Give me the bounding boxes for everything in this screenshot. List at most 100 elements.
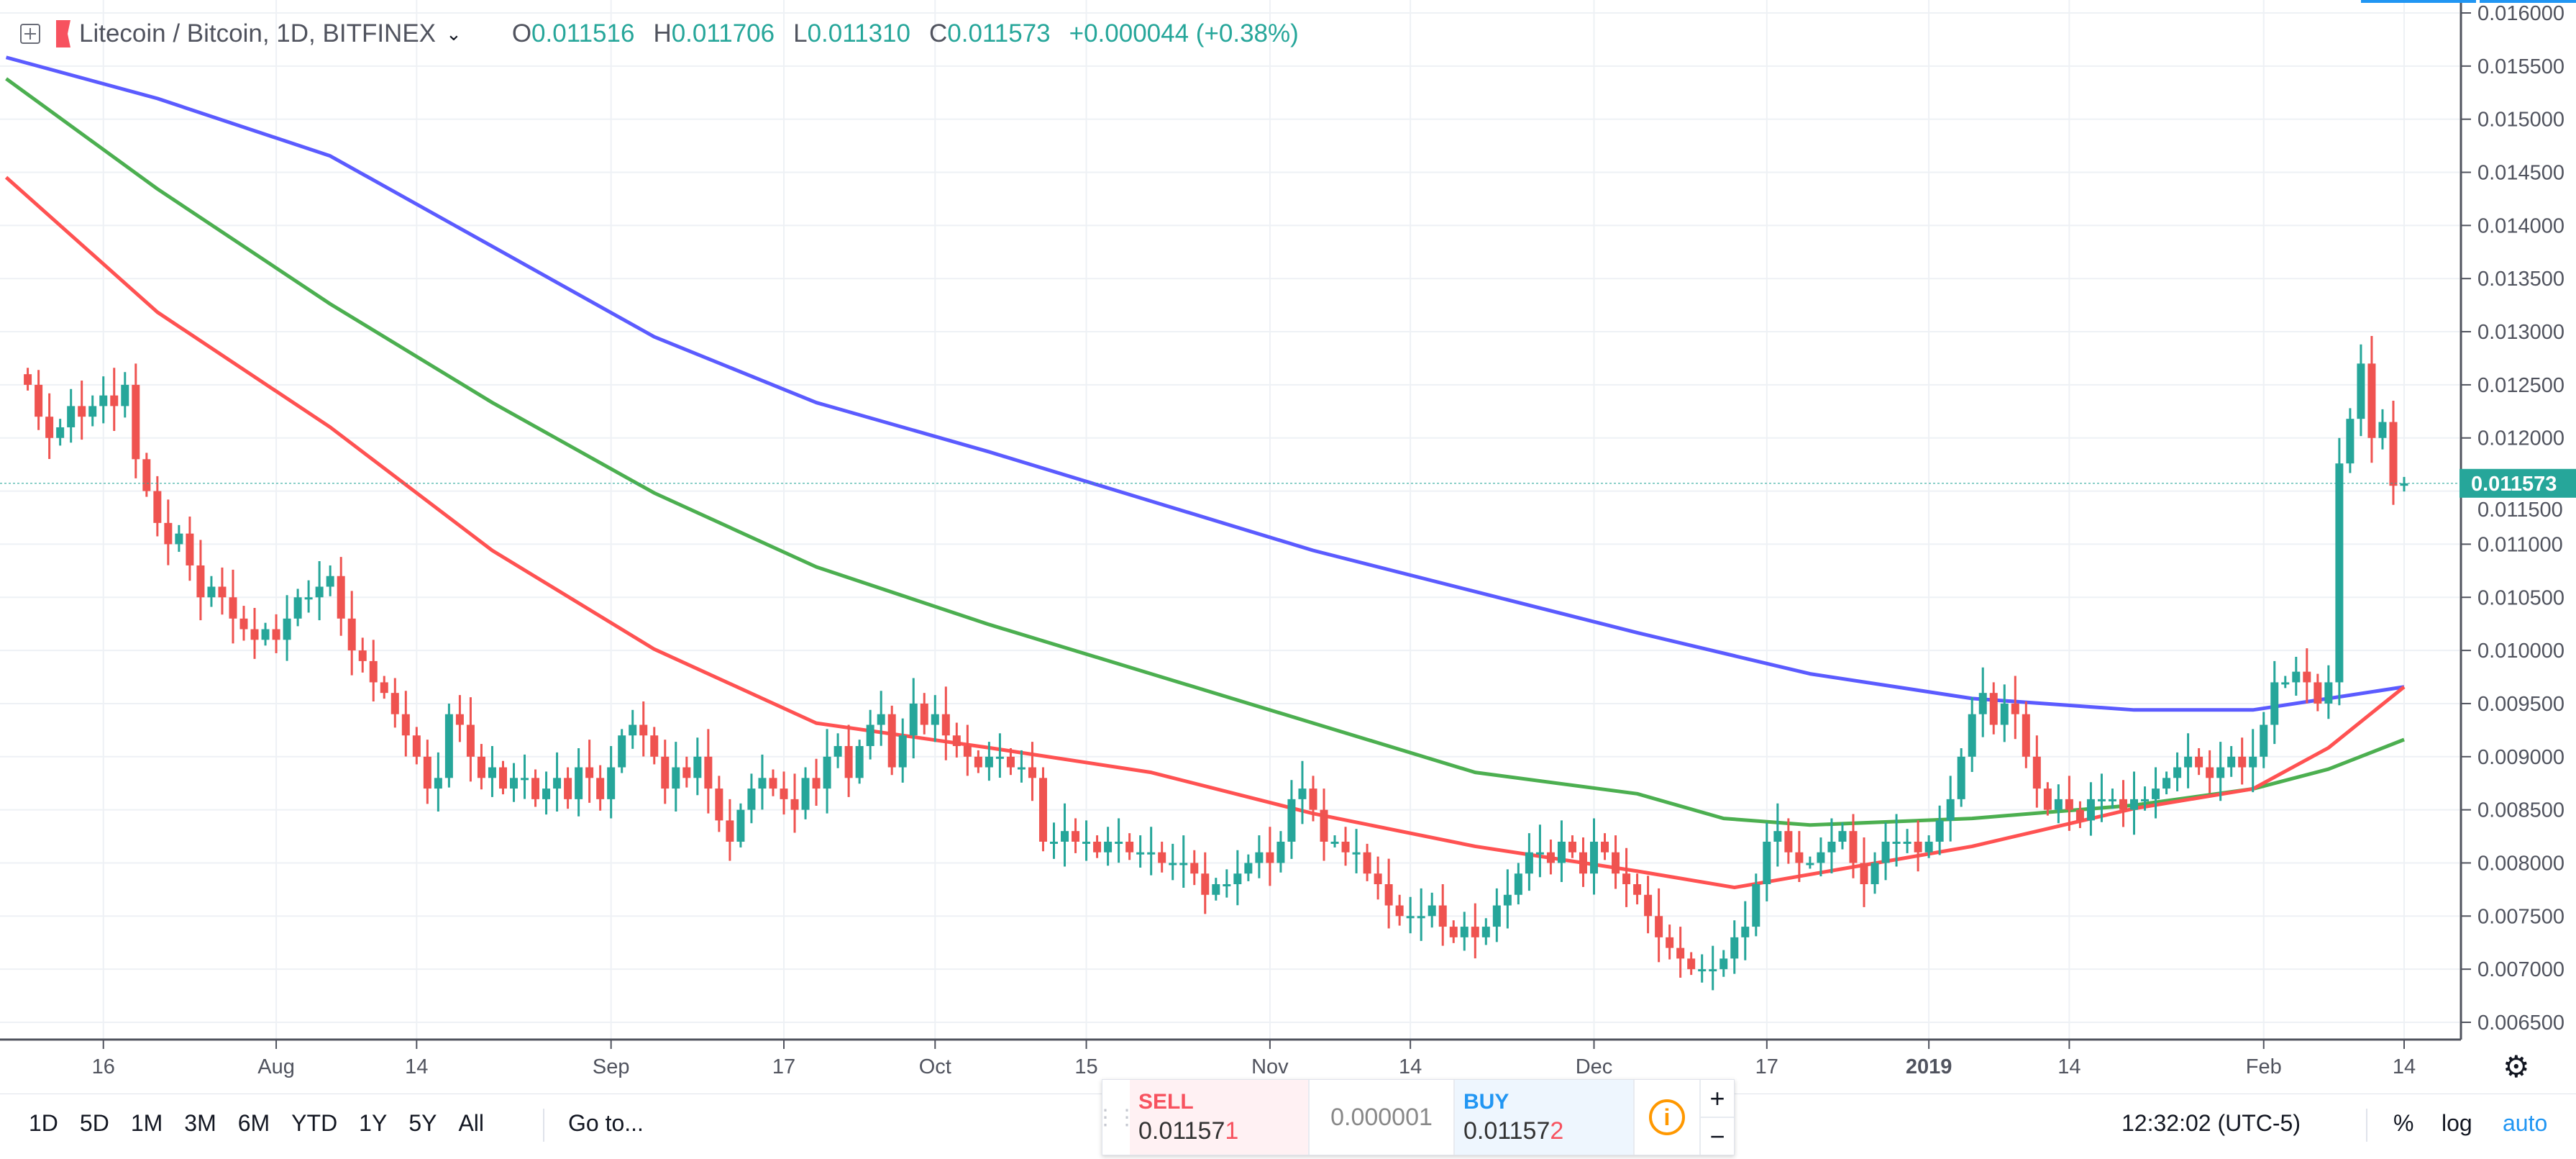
range-all[interactable]: All [458,1110,485,1136]
candle-body [672,767,680,789]
candle-body [661,756,670,789]
range-1y[interactable]: 1Y [359,1110,388,1136]
candle-body [2270,682,2279,725]
range-5d[interactable]: 5D [79,1110,109,1136]
open-label: O [511,19,532,47]
x-tick-label: Aug [257,1055,295,1078]
price-axis-bg[interactable] [2459,0,2576,1040]
clock[interactable]: 12:32:02 (UTC-5) [2121,1110,2301,1136]
info-button[interactable]: i [1635,1080,1701,1155]
candle-body [121,384,129,406]
sell-label: SELL [1138,1090,1194,1114]
candle-body [1212,884,1220,895]
candle-body [1795,852,1804,863]
x-tick-label: Dec [1576,1055,1613,1078]
candle-body [909,703,918,736]
candle-body [1233,873,1242,885]
last-price-label: 0.011573 [2471,473,2557,496]
candle-body [261,629,270,640]
increase-button[interactable]: + [1701,1080,1734,1118]
x-tick-label: 17 [1755,1055,1778,1078]
candle-body [855,746,864,778]
candle-body [1622,873,1631,885]
candle-body [369,660,378,683]
candle-body [607,767,616,799]
candle-body [1633,884,1642,895]
candle-body [1601,841,1609,853]
y-tick-label: 0.016000 [2477,2,2564,25]
candle-body [1125,841,1134,853]
decrease-button[interactable]: − [1709,1121,1725,1151]
buy-label: BUY [1463,1090,1509,1114]
divider [2366,1109,2367,1142]
sell-button[interactable]: SELL 0.011571 [1130,1080,1310,1155]
candle-body [1449,927,1458,937]
candle-body [1438,905,1447,927]
candle-body [347,618,356,651]
candle-body [337,576,345,619]
candle-body [995,756,1004,759]
goto-button[interactable]: Go to... [568,1110,644,1136]
candle-body [1072,831,1080,842]
sell-price: 0.01157 [1138,1117,1225,1145]
candle-body [1201,873,1210,895]
price-axis[interactable]: 0.016000 0.015500 0.015000 0.014500 0.014000… [2461,2,2564,1035]
candle-body [1838,831,1847,842]
gear-icon[interactable]: ⚙ [2503,1050,2530,1083]
candle-body [2075,809,2084,821]
buy-button[interactable]: BUY 0.011572 [1455,1080,1635,1155]
candles [24,335,2408,991]
candle-body [1492,905,1501,927]
candle-body [2011,703,2019,714]
range-6m[interactable]: 6M [237,1110,270,1136]
candle-body [985,756,993,768]
candle-body [844,746,853,778]
chevron-down-icon[interactable]: ⌄ [446,22,462,45]
candle-body [823,756,831,789]
candle-body [1676,947,1685,959]
range-3m[interactable]: 3M [184,1110,216,1136]
candle-body [1978,693,1987,714]
candle-body [1612,852,1620,874]
candle-body [99,395,108,406]
candle-body [2086,799,2095,821]
candle-body [2206,767,2214,778]
y-tick-label: 0.011000 [2477,533,2563,556]
symbol-title[interactable]: Litecoin / Bitcoin, 1D, BITFINEX [79,19,437,47]
candle-body [2314,682,2322,704]
candle-body [1320,809,1328,842]
candle-body [1935,820,1944,842]
plus-square-icon[interactable] [20,24,40,44]
candle-body [780,788,788,799]
range-5y[interactable]: 5Y [408,1110,437,1136]
range-ytd[interactable]: YTD [291,1110,338,1136]
candle-body [35,384,43,417]
spread-value: 0.000001 [1310,1080,1455,1155]
candle-body [2162,778,2171,789]
candle-body [239,618,248,630]
candle-body [1914,841,1922,853]
candle-body [1082,841,1091,844]
time-axis[interactable]: 16 Aug 14 Sep 17 Oct 15 Nov 14 Dec 17 2019 14 Feb 14 [92,1040,2416,1078]
price-chart[interactable]: 0.016000 0.015500 0.015000 0.014500 0.014000… [0,0,2576,1094]
candle-body [2054,799,2063,810]
candle-body [2357,363,2365,419]
candle-body [1309,788,1317,810]
candle-body [639,724,648,736]
auto-toggle[interactable]: auto [2503,1110,2548,1136]
log-toggle[interactable]: log [2442,1110,2472,1136]
candle-body [575,767,583,799]
drag-handle-icon[interactable]: ⋮⋮ [1095,1105,1138,1130]
candle-body [693,756,702,778]
candle-body [1223,884,1231,887]
candle-body [2346,419,2355,464]
candle-body [1892,841,1901,844]
range-1m[interactable]: 1M [130,1110,163,1136]
candle-body [2032,756,2041,789]
candle-body [726,820,734,842]
candle-body [1860,863,1868,885]
range-1d[interactable]: 1D [29,1110,58,1136]
candle-body [1503,894,1512,906]
percent-toggle[interactable]: % [2393,1110,2414,1136]
flag-icon[interactable] [56,20,70,47]
